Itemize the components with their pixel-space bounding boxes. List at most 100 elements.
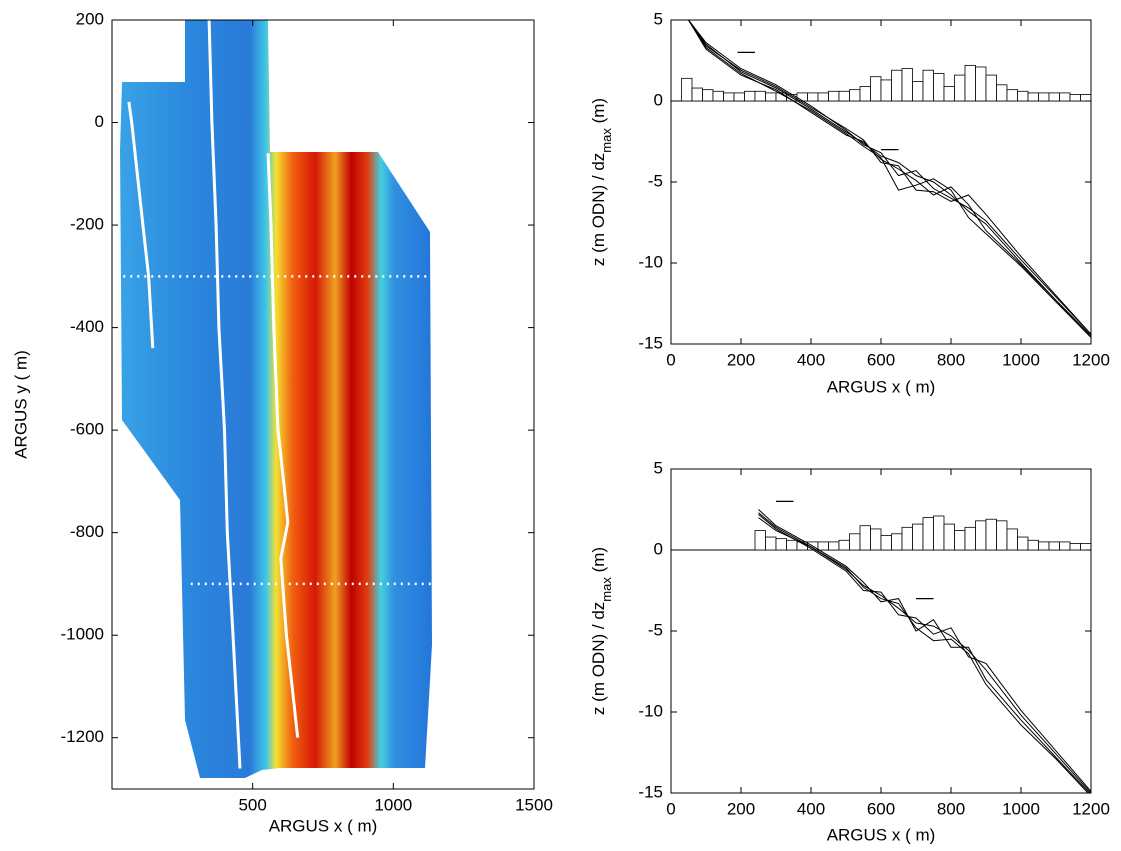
bar	[922, 517, 934, 551]
x-tick-label: 800	[937, 350, 965, 369]
bar	[943, 523, 955, 551]
bar	[712, 90, 724, 102]
bar	[1059, 541, 1071, 551]
y-tick-label: 5	[654, 9, 663, 28]
bar	[912, 81, 924, 102]
y-tick-label: -400	[70, 317, 104, 336]
bar	[870, 528, 882, 551]
bar	[975, 520, 987, 551]
profile-line	[758, 509, 1091, 793]
bar	[1048, 92, 1060, 102]
bar	[891, 69, 903, 102]
bar	[891, 533, 903, 551]
plot-area	[671, 500, 1091, 793]
profile-line	[758, 514, 1091, 792]
bar	[1080, 543, 1091, 551]
bar	[849, 533, 861, 551]
bar	[838, 90, 850, 102]
bar	[775, 538, 787, 551]
bar	[817, 92, 829, 102]
axes-box	[111, 19, 535, 790]
axes-box	[670, 468, 1092, 794]
y-tick-label: -1000	[61, 625, 104, 644]
x-tick-label: 0	[666, 350, 675, 369]
x-axis-label: ARGUS x ( m)	[827, 377, 936, 396]
bar	[1006, 528, 1018, 551]
x-tick-label: 1200	[1072, 799, 1110, 818]
plot-area	[123, 20, 436, 769]
bar	[975, 66, 987, 102]
profile-line	[688, 20, 1091, 337]
bar	[901, 526, 913, 551]
bar	[1017, 536, 1029, 551]
bar	[702, 89, 714, 102]
bar	[828, 90, 840, 102]
contour-line	[127, 101, 155, 349]
bar	[1069, 543, 1081, 551]
bar	[996, 520, 1008, 551]
x-tick-label: 1000	[1002, 799, 1040, 818]
y-tick-label: -1200	[61, 727, 104, 746]
y-axis-label-part: (m)	[589, 547, 608, 577]
profile-line	[688, 20, 1091, 337]
y-tick-label: -5	[648, 171, 663, 190]
x-tick-label: 400	[797, 350, 825, 369]
bar	[1080, 94, 1091, 102]
bar	[744, 90, 756, 102]
bar	[859, 525, 871, 551]
y-tick-label: -15	[638, 333, 663, 352]
bar	[985, 74, 997, 102]
plot-area	[671, 20, 1091, 338]
profile-line	[758, 517, 1089, 793]
bar	[1059, 92, 1071, 102]
x-tick-label: 800	[937, 799, 965, 818]
x-tick-label: 600	[867, 799, 895, 818]
y-axis-label-part: z (m ODN) / dz	[589, 602, 608, 715]
y-axis-label-part: z (m ODN) / dz	[589, 153, 608, 266]
bar	[880, 79, 892, 102]
profile-line	[688, 20, 1091, 338]
x-tick-label: 1500	[515, 795, 553, 814]
x-tick-label: 200	[727, 799, 755, 818]
x-tick-label: 500	[238, 795, 266, 814]
bar	[985, 518, 997, 551]
y-tick-label: 0	[654, 539, 663, 558]
bar	[849, 89, 861, 102]
bar	[964, 526, 976, 551]
contour-line	[266, 153, 300, 738]
bar	[1038, 92, 1050, 102]
x-tick-label: 400	[797, 799, 825, 818]
y-tick-label: -10	[638, 701, 663, 720]
bar	[1048, 541, 1060, 551]
bar	[996, 84, 1008, 102]
bar	[870, 76, 882, 102]
bar	[859, 86, 871, 102]
bar	[723, 92, 735, 102]
profile-line	[688, 20, 1091, 335]
bar	[933, 73, 945, 102]
y-tick-label: 5	[654, 458, 663, 477]
bar	[1006, 89, 1018, 102]
x-tick-label: 1000	[374, 795, 412, 814]
y-tick-label: -15	[638, 782, 663, 801]
bar	[901, 68, 913, 102]
bar	[838, 539, 850, 551]
bar	[754, 90, 766, 102]
bar	[691, 87, 703, 102]
profile-line	[758, 512, 1091, 793]
bar	[786, 539, 798, 551]
y-tick-label: -5	[648, 620, 663, 639]
profile-line	[688, 20, 1091, 335]
bar	[933, 515, 945, 551]
y-axis-label-part: max	[599, 128, 614, 153]
bar	[1017, 90, 1029, 102]
y-axis-label: z (m ODN) / dzmax (m)	[589, 547, 613, 715]
bar	[681, 77, 693, 102]
y-axis-label-part: max	[599, 577, 614, 602]
bar	[964, 64, 976, 102]
bar	[1027, 92, 1039, 102]
bar	[733, 92, 745, 102]
y-axis-label-part: (m)	[589, 98, 608, 128]
y-axis-label: ARGUS y ( m)	[11, 350, 30, 459]
